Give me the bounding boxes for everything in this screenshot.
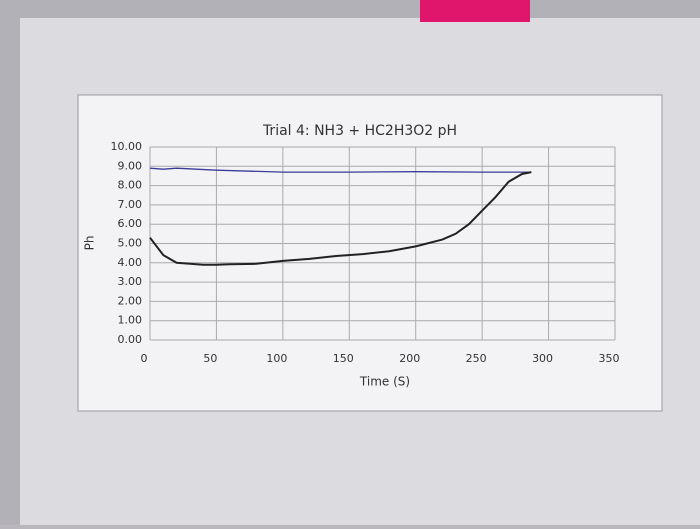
data-line — [149, 167, 532, 173]
x-axis-label: Time (S) — [359, 375, 410, 389]
y-tick-label: 10.00 — [111, 140, 143, 153]
x-tick-label: 50 — [203, 352, 217, 365]
y-axis-label: Ph — [83, 236, 97, 251]
y-tick-label: 0.00 — [118, 333, 143, 346]
y-tick-label: 5.00 — [118, 237, 143, 250]
y-tick-label: 6.00 — [118, 217, 143, 230]
x-tick-label: 100 — [266, 352, 287, 365]
x-tick-label: 250 — [466, 352, 487, 365]
y-tick-label: 4.00 — [118, 256, 143, 269]
chart-title: Trial 4: NH3 + HC2H3O2 pH — [262, 123, 457, 139]
x-tick-label: 300 — [532, 352, 553, 365]
y-tick-label: 9.00 — [118, 159, 143, 172]
x-tick-label: 350 — [599, 352, 620, 365]
y-tick-label: 8.00 — [118, 179, 143, 192]
x-tick-label: 0 — [141, 352, 148, 365]
y-tick-label: 2.00 — [118, 294, 143, 307]
y-tick-label: 3.00 — [118, 275, 143, 288]
y-tick-label: 1.00 — [118, 314, 143, 327]
x-tick-label: 150 — [333, 352, 354, 365]
data-line — [149, 171, 532, 266]
x-tick-label: 200 — [399, 352, 420, 365]
pink-paper — [420, 0, 530, 22]
y-tick-label: 7.00 — [118, 198, 143, 211]
